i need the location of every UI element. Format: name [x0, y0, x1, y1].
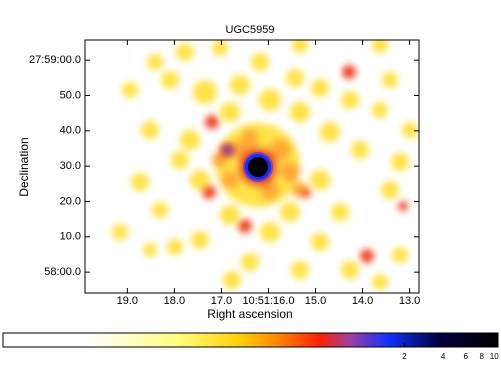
x-axis-label: Right ascension	[207, 307, 292, 321]
colorbar-tick-label: 6	[463, 352, 468, 361]
x-tick-label: 10:51:16.0	[242, 295, 294, 307]
y-axis-label: Declination	[17, 137, 31, 196]
y-tick-label: 10.0	[60, 231, 81, 243]
x-tick-label: 17.0	[211, 295, 232, 307]
colorbar-tick-label: 8	[480, 352, 485, 361]
y-tick-label: 30.0	[60, 160, 81, 172]
x-tick-label: 14.0	[352, 295, 373, 307]
x-tick-label: 15.0	[305, 295, 326, 307]
image	[112, 40, 418, 290]
x-tick-label: 13.0	[399, 295, 420, 307]
x-tick-label: 18.0	[164, 295, 185, 307]
colorbar-tick-label: 4	[441, 352, 446, 361]
x-tick-label: 19.0	[117, 295, 138, 307]
y-tick-label: 20.0	[60, 195, 81, 207]
y-tick-label: 40.0	[60, 125, 81, 137]
y-tick-label: 50.0	[60, 89, 81, 101]
chart-title: UGC5959	[226, 24, 275, 36]
colorbar	[2, 332, 499, 348]
colorbar-tick-label: 2	[402, 352, 407, 361]
y-tick-label: 27:59:00.0	[29, 54, 81, 66]
y-tick-label: 58:00.0	[44, 266, 81, 278]
colorbar-tick-label: 10	[490, 352, 499, 361]
